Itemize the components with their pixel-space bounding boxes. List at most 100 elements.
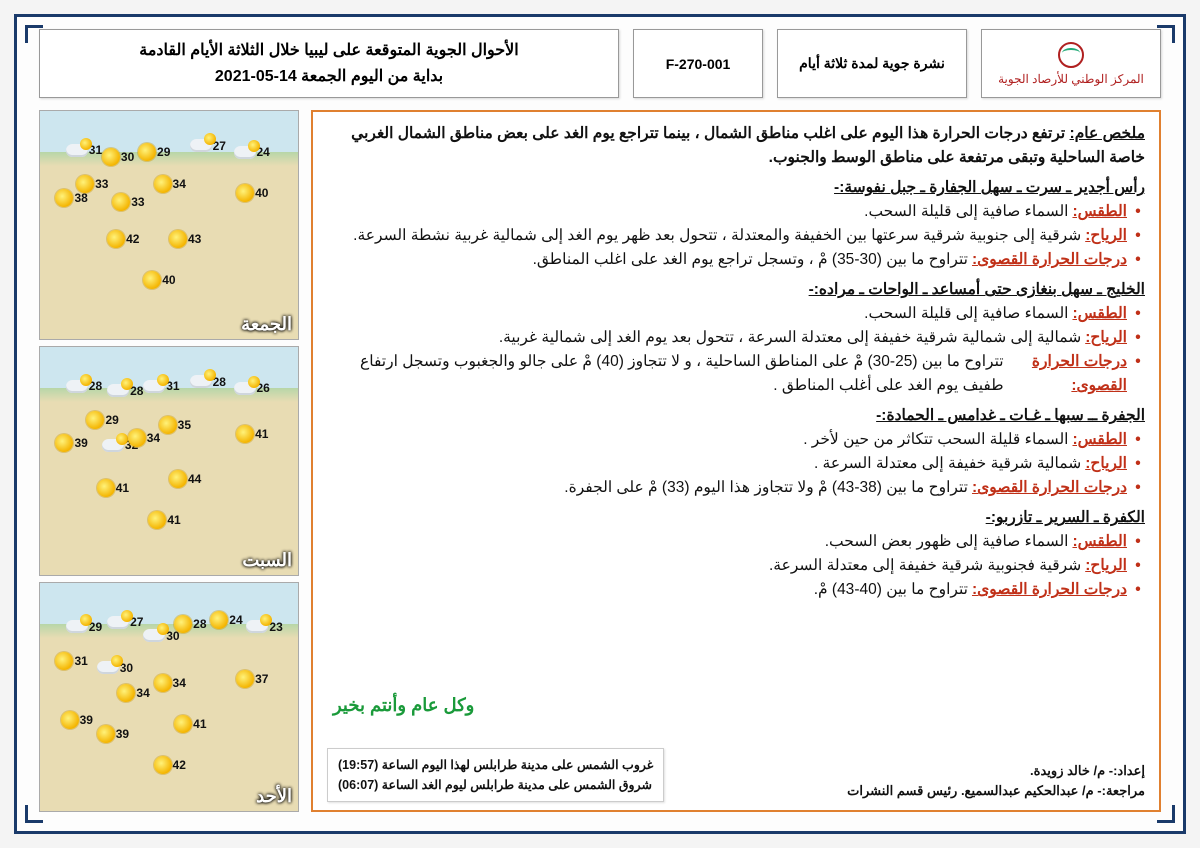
field-value: السماء صافية إلى قليلة السحب. — [864, 200, 1068, 224]
credits-prepared: إعداد:- م/ خالد زويدة. — [847, 761, 1145, 782]
temp-value: 40 — [255, 186, 268, 200]
sunny-icon — [169, 230, 187, 248]
map-city-temp: 29 — [86, 411, 118, 429]
temp-value: 39 — [116, 727, 129, 741]
org-box: المركز الوطني للأرصاد الجوية — [981, 29, 1161, 98]
bullet-icon: • — [1131, 476, 1145, 500]
map-city-temp: 41 — [236, 425, 268, 443]
region-heading: الخليج ـ سهل بنغازى حتى أمساعد ـ الواحات… — [327, 278, 1145, 302]
forecast-line: •درجات الحرارة القصوى: تتراوح ما بين (40… — [327, 578, 1145, 602]
field-label-sky: الطقس: — [1072, 200, 1127, 224]
field-value: تتراوح ما بين (25-30) مْ على المناطق الس… — [327, 350, 1004, 398]
forecast-line: •الرياح: شرقية إلى جنوبية شرقية سرعتها ب… — [327, 224, 1145, 248]
bullet-icon: • — [1131, 578, 1145, 602]
field-label-sky: الطقس: — [1072, 530, 1127, 554]
partly-cloudy-icon — [190, 139, 212, 152]
sunny-icon — [86, 411, 104, 429]
bullet-icon: • — [1131, 224, 1145, 248]
partly-cloudy-icon — [143, 629, 165, 642]
forecast-line: •الطقس: السماء صافية إلى قليلة السحب. — [327, 200, 1145, 224]
partly-cloudy-icon — [190, 375, 212, 388]
title-line-1: الأحوال الجوية المتوقعة على ليبيا خلال ا… — [139, 38, 518, 64]
map-city-temp: 24 — [210, 611, 242, 629]
map-city-temp: 27 — [107, 615, 143, 629]
map-city-temp: 26 — [234, 381, 270, 395]
map-city-temp: 28 — [174, 615, 206, 633]
field-value: السماء صافية إلى قليلة السحب. — [864, 302, 1068, 326]
header-row: المركز الوطني للأرصاد الجوية نشرة جوية ل… — [17, 17, 1183, 104]
temp-value: 31 — [74, 654, 87, 668]
sunny-icon — [154, 756, 172, 774]
temp-value: 42 — [126, 232, 139, 246]
summary-text: ترتفع درجات الحرارة هذا اليوم على اغلب م… — [351, 125, 1145, 166]
partly-cloudy-icon — [107, 616, 129, 629]
map-city-temp: 31 — [143, 379, 179, 393]
forecast-text-panel: ملخص عام: ترتفع درجات الحرارة هذا اليوم … — [311, 110, 1161, 812]
field-label-wind: الرياح: — [1085, 326, 1127, 350]
credits-box: إعداد:- م/ خالد زويدة. مراجعة:- م/ عبدال… — [847, 761, 1145, 803]
temp-value: 41 — [167, 513, 180, 527]
sunny-icon — [174, 615, 192, 633]
map-city-temp: 30 — [97, 661, 133, 675]
forecast-line: •الرياح: شمالية شرقية خفيفة إلى معتدلة ا… — [327, 452, 1145, 476]
map-day-label: الأحد — [256, 786, 292, 807]
greeting-text: وكل عام وأنتم بخير — [333, 692, 474, 720]
map-city-temp: 43 — [169, 230, 201, 248]
field-label-tmax: درجات الحرارة القصوى: — [972, 476, 1127, 500]
sunny-icon — [55, 434, 73, 452]
partly-cloudy-icon — [66, 620, 88, 633]
map-city-temp: 42 — [107, 230, 139, 248]
field-label-sky: الطقس: — [1072, 428, 1127, 452]
sunny-icon — [55, 652, 73, 670]
map-city-temp: 41 — [97, 479, 129, 497]
field-label-tmax: درجات الحرارة القصوى: — [972, 578, 1127, 602]
map-city-temp: 31 — [55, 652, 87, 670]
region-heading: الكفرة ـ السرير ـ تازربو:- — [327, 506, 1145, 530]
bullet-icon: • — [1131, 248, 1145, 272]
region-heading: رأس أجدير ـ سرت ـ سهل الجفارة ـ جبل نفوس… — [327, 176, 1145, 200]
field-value: شمالية شرقية خفيفة إلى معتدلة السرعة . — [814, 452, 1081, 476]
temp-value: 44 — [188, 472, 201, 486]
map-city-temp: 31 — [66, 143, 102, 157]
map-city-temp: 34 — [154, 674, 186, 692]
sunny-icon — [143, 271, 161, 289]
sunny-icon — [236, 425, 254, 443]
map-city-temp: 29 — [138, 143, 170, 161]
logo-icon — [1058, 42, 1084, 68]
partly-cloudy-icon — [234, 146, 256, 159]
forecast-map: الجمعة31302927243338333440424340 — [39, 110, 299, 340]
map-city-temp: 34 — [154, 175, 186, 193]
sunny-icon — [97, 725, 115, 743]
region-heading: الجفرة ــ سبها ـ غـات ـ غدامس ـ الحمادة:… — [327, 404, 1145, 428]
partly-cloudy-icon — [246, 620, 268, 633]
map-city-temp: 44 — [169, 470, 201, 488]
map-city-temp: 41 — [174, 715, 206, 733]
field-value: السماء صافية إلى ظهور بعض السحب. — [825, 530, 1069, 554]
bullet-icon: • — [1131, 200, 1145, 224]
map-city-temp: 34 — [128, 429, 160, 447]
sunny-icon — [128, 429, 146, 447]
map-city-temp: 24 — [234, 145, 270, 159]
temp-value: 33 — [131, 195, 144, 209]
map-city-temp: 39 — [61, 711, 93, 729]
bullet-icon: • — [1131, 452, 1145, 476]
temp-value: 35 — [178, 418, 191, 432]
map-city-temp: 27 — [190, 139, 226, 153]
summary-label: ملخص عام: — [1070, 125, 1145, 142]
sunrise-line: شروق الشمس على مدينة طرابلس ليوم الغد ال… — [338, 775, 653, 795]
temp-value: 38 — [74, 191, 87, 205]
bullet-icon: • — [1131, 350, 1145, 374]
temp-value: 42 — [173, 758, 186, 772]
partly-cloudy-icon — [234, 382, 256, 395]
sunny-icon — [210, 611, 228, 629]
summary: ملخص عام: ترتفع درجات الحرارة هذا اليوم … — [327, 122, 1145, 170]
page-frame: المركز الوطني للأرصاد الجوية نشرة جوية ل… — [14, 14, 1186, 834]
bullet-icon: • — [1131, 302, 1145, 326]
temp-value: 34 — [136, 686, 149, 700]
bulletin-code-box: F-270-001 — [633, 29, 763, 98]
sunny-icon — [55, 189, 73, 207]
map-city-temp: 33 — [112, 193, 144, 211]
bullet-icon: • — [1131, 530, 1145, 554]
org-name: المركز الوطني للأرصاد الجوية — [998, 72, 1144, 86]
map-city-temp: 38 — [55, 189, 87, 207]
